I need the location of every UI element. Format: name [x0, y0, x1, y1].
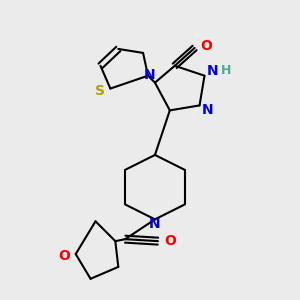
Text: S: S [95, 84, 106, 98]
Text: N: N [149, 217, 161, 231]
Text: H: H [221, 64, 232, 77]
Text: O: O [164, 234, 176, 248]
Text: N: N [202, 103, 213, 117]
Text: N: N [144, 68, 156, 82]
Text: O: O [200, 39, 212, 53]
Text: N: N [207, 64, 218, 78]
Text: O: O [58, 249, 70, 263]
